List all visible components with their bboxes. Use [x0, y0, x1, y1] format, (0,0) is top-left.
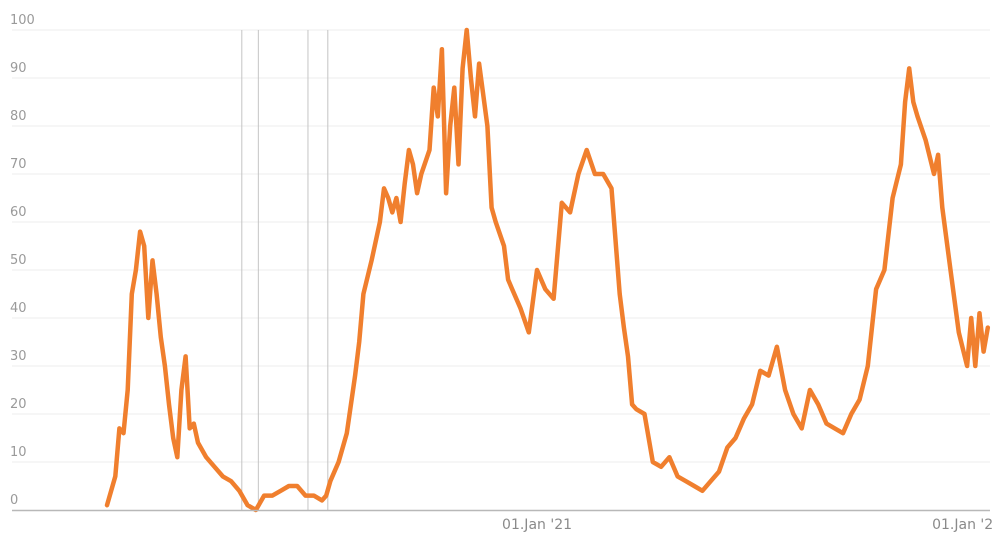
y-tick-label: 0: [10, 493, 18, 508]
x-tick-label: 01.Jan '21: [502, 517, 572, 533]
x-axis-ticks: 01.Jan '21 01.Jan '22: [502, 517, 992, 533]
grid-lines: [12, 29, 990, 463]
y-tick-label: 80: [10, 109, 27, 124]
y-tick-label: 50: [10, 253, 27, 268]
x-tick-label: 01.Jan '22: [932, 517, 992, 533]
y-tick-label: 60: [10, 205, 27, 220]
y-tick-label: 30: [10, 349, 27, 364]
y-tick-label: 20: [10, 397, 27, 412]
marker-lines: [241, 30, 329, 510]
series-line-0: [104, 27, 991, 513]
y-tick-label: 90: [10, 61, 27, 76]
y-tick-label: 100: [10, 13, 35, 28]
y-tick-label: 40: [10, 301, 27, 316]
series-layer: [104, 27, 991, 513]
y-tick-label: 10: [10, 445, 27, 460]
y-axis-ticks: 0 10 20 30 40 50 60 70 80 90 100: [10, 13, 35, 508]
y-tick-label: 70: [10, 157, 27, 172]
